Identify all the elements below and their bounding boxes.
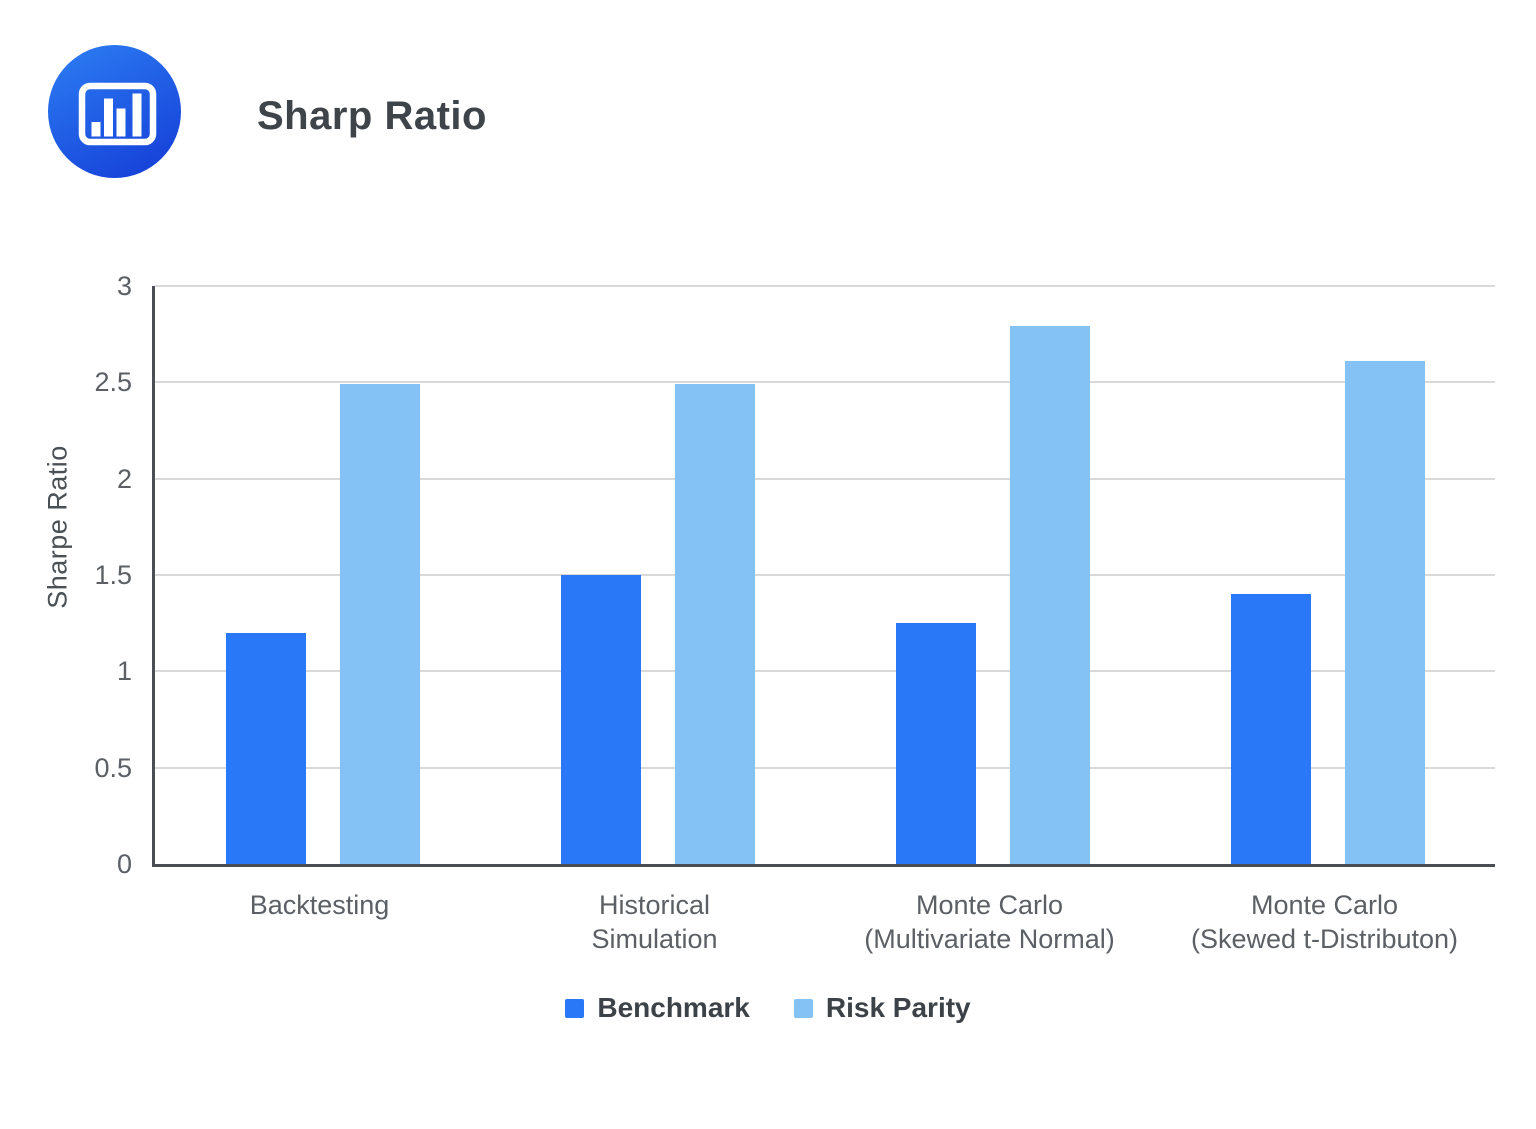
bar-benchmark <box>1230 594 1311 864</box>
bar-benchmark <box>225 632 306 864</box>
legend-label: Risk Parity <box>825 992 971 1023</box>
x-category-label: Monte Carlo (Multivariate Normal) <box>864 890 1115 954</box>
y-tick-label: 2 <box>116 463 132 494</box>
bar-risk-parity <box>1009 326 1090 864</box>
legend: Benchmark Risk Parity <box>0 992 1536 1024</box>
gridline <box>155 574 1495 576</box>
plot-area <box>152 285 1495 867</box>
gridline <box>155 766 1495 769</box>
gridline <box>155 477 1495 480</box>
bar-benchmark <box>560 575 641 864</box>
y-tick-label: 1.5 <box>94 560 132 590</box>
bar-benchmark <box>895 623 976 864</box>
y-tick-label: 0 <box>116 849 132 879</box>
legend-label: Benchmark <box>597 992 750 1023</box>
y-tick-label: 2.5 <box>94 367 132 398</box>
bar-risk-parity <box>339 384 420 864</box>
x-category-label: Monte Carlo (Skewed t-Distributon) <box>1190 890 1459 954</box>
y-tick-label: 0.5 <box>94 752 132 783</box>
legend-item-benchmark: Benchmark <box>565 992 750 1024</box>
y-tick-label: 1 <box>116 656 132 687</box>
bar-chart-logo-icon <box>48 45 181 178</box>
y-axis-ticks: 0 0.5 1 1.5 2 2.5 3 <box>0 271 132 879</box>
bar-risk-parity <box>1344 361 1425 864</box>
logo-bars <box>91 93 142 137</box>
legend-swatch <box>565 998 585 1018</box>
logo-circle <box>48 45 181 178</box>
x-category-label: Backtesting <box>249 890 390 920</box>
page-title: Sharp Ratio <box>257 94 487 138</box>
gridline <box>155 285 1495 287</box>
legend-swatch <box>793 998 813 1018</box>
x-category-label: Historical Simulation <box>591 890 718 954</box>
legend-item-risk-parity: Risk Parity <box>793 992 971 1024</box>
y-tick-label: 3 <box>116 271 132 301</box>
logo-frame <box>78 82 157 146</box>
bar-risk-parity <box>674 384 755 864</box>
x-axis-labels: Backtesting Historical Simulation Monte Ca… <box>152 888 1492 978</box>
gridline <box>155 670 1495 673</box>
gridline <box>155 381 1495 384</box>
